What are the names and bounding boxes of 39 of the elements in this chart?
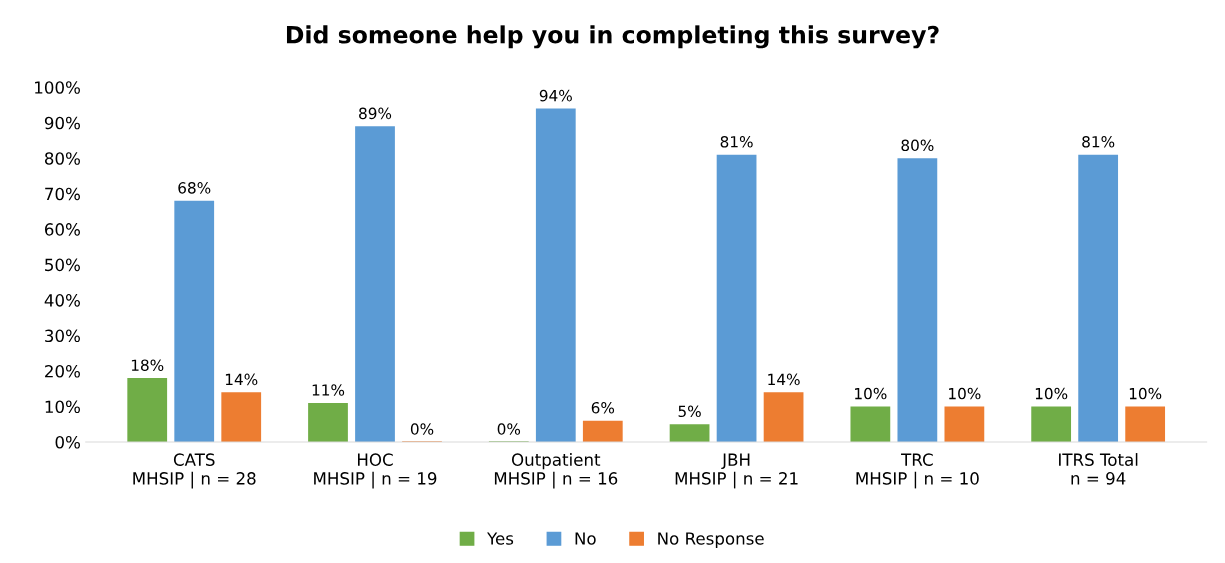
- chart-title: Did someone help you in completing this survey?: [286, 25, 939, 49]
- data-label: 0%: [497, 423, 521, 435]
- y-tick-label: 0%: [55, 435, 80, 449]
- x-tick-label: ITRS Total n = 94: [1059, 453, 1138, 485]
- x-tick-label: JBH MHSIP | n = 21: [675, 453, 798, 489]
- data-label: 80%: [901, 139, 934, 152]
- data-label: 10%: [855, 387, 887, 400]
- data-label: 89%: [359, 107, 392, 120]
- data-label: 18%: [131, 359, 164, 371]
- data-label: 14%: [225, 373, 258, 386]
- legend-label: No Response: [658, 532, 764, 548]
- data-label: 94%: [539, 89, 572, 102]
- y-tick-label: 20%: [45, 364, 80, 378]
- y-tick-label: 10%: [45, 400, 80, 414]
- y-tick-label: 90%: [44, 116, 80, 130]
- x-tick-label: HOC MHSIP | n = 19: [314, 453, 437, 489]
- x-tick-label: TRC MHSIP | n = 10: [856, 453, 979, 489]
- x-tick-label: Outpatient MHSIP | n = 16: [494, 453, 618, 489]
- data-label: 0%: [410, 423, 434, 435]
- data-label: 6%: [591, 401, 615, 414]
- y-tick-label: 100%: [35, 81, 80, 94]
- data-label: 10%: [1035, 387, 1068, 400]
- data-label: 11%: [312, 384, 345, 396]
- y-tick-label: 50%: [45, 258, 80, 272]
- data-label: 68%: [178, 182, 211, 194]
- y-tick-label: 60%: [45, 223, 80, 236]
- y-tick-label: 40%: [44, 294, 80, 307]
- data-label: 5%: [678, 405, 701, 418]
- data-label: 81%: [720, 135, 753, 148]
- legend-label: No: [575, 532, 596, 545]
- y-tick-label: 30%: [45, 329, 80, 343]
- data-label: 81%: [1082, 135, 1115, 148]
- y-tick-label: 70%: [45, 187, 80, 201]
- y-tick-label: 80%: [44, 152, 80, 165]
- data-label: 10%: [949, 387, 981, 400]
- data-label: 14%: [768, 373, 800, 386]
- legend-label: Yes: [487, 532, 514, 545]
- data-label: 10%: [1129, 387, 1162, 400]
- x-tick-label: CATS MHSIP | n = 28: [133, 453, 256, 489]
